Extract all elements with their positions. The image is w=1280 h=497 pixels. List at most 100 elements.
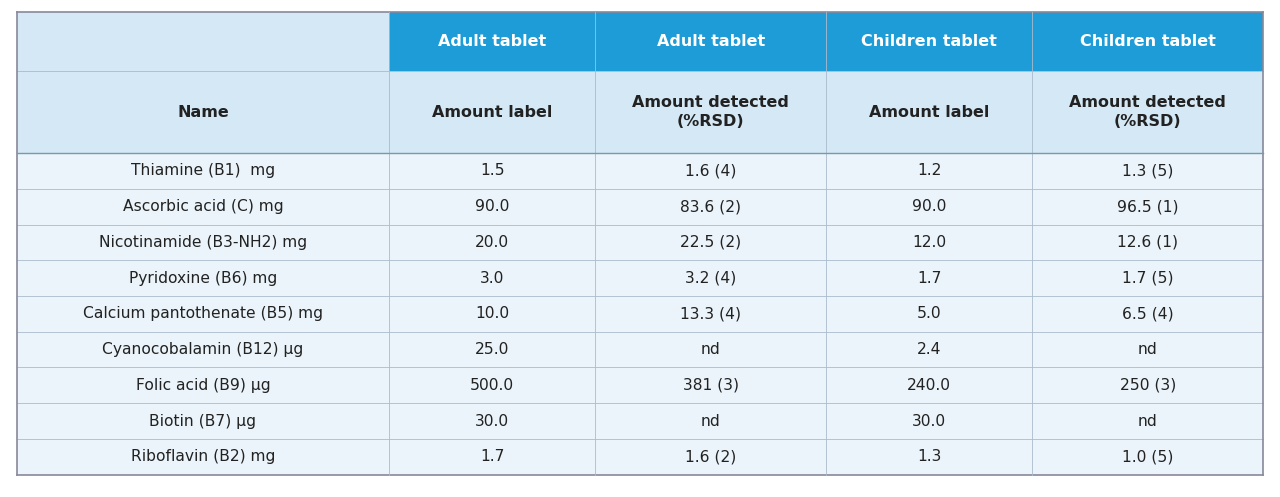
Text: 13.3 (4): 13.3 (4) xyxy=(680,306,741,322)
Text: Children tablet: Children tablet xyxy=(861,34,997,49)
Bar xyxy=(17,189,389,225)
Text: 1.5: 1.5 xyxy=(480,164,504,178)
Bar xyxy=(827,225,1032,260)
Text: nd: nd xyxy=(1138,342,1157,357)
Bar xyxy=(595,225,827,260)
Bar xyxy=(17,153,389,189)
Bar xyxy=(17,12,389,71)
Text: 30.0: 30.0 xyxy=(913,414,946,428)
Text: 240.0: 240.0 xyxy=(908,378,951,393)
Bar xyxy=(17,403,389,439)
Bar xyxy=(389,331,595,367)
Bar xyxy=(595,403,827,439)
Bar xyxy=(389,439,595,475)
Bar xyxy=(389,260,595,296)
Text: 1.7: 1.7 xyxy=(916,271,942,286)
Bar xyxy=(389,153,595,189)
Bar xyxy=(827,403,1032,439)
Bar xyxy=(1032,367,1263,403)
Text: Name: Name xyxy=(177,104,229,120)
Text: Children tablet: Children tablet xyxy=(1080,34,1216,49)
Text: Pyridoxine (B6) mg: Pyridoxine (B6) mg xyxy=(129,271,276,286)
Bar xyxy=(827,71,1032,153)
Text: 90.0: 90.0 xyxy=(913,199,946,214)
Bar xyxy=(1032,331,1263,367)
Text: Amount detected
(%RSD): Amount detected (%RSD) xyxy=(1069,95,1226,129)
Bar xyxy=(1032,403,1263,439)
Text: 12.6 (1): 12.6 (1) xyxy=(1117,235,1179,250)
Bar xyxy=(827,296,1032,331)
Text: 1.6 (4): 1.6 (4) xyxy=(685,164,736,178)
Bar xyxy=(389,367,595,403)
Bar xyxy=(827,260,1032,296)
Text: 6.5 (4): 6.5 (4) xyxy=(1123,306,1174,322)
Bar xyxy=(389,403,595,439)
Text: Calcium pantothenate (B5) mg: Calcium pantothenate (B5) mg xyxy=(83,306,323,322)
Bar xyxy=(827,153,1032,189)
Text: Riboflavin (B2) mg: Riboflavin (B2) mg xyxy=(131,449,275,464)
Text: 1.3: 1.3 xyxy=(916,449,942,464)
Text: 1.7 (5): 1.7 (5) xyxy=(1123,271,1174,286)
Bar xyxy=(595,439,827,475)
Text: 96.5 (1): 96.5 (1) xyxy=(1117,199,1179,214)
Bar xyxy=(389,12,595,71)
Bar xyxy=(17,296,389,331)
Text: Nicotinamide (B3-NH2) mg: Nicotinamide (B3-NH2) mg xyxy=(99,235,307,250)
Bar xyxy=(17,260,389,296)
Text: 1.7: 1.7 xyxy=(480,449,504,464)
Bar xyxy=(1032,12,1263,71)
Text: 12.0: 12.0 xyxy=(913,235,946,250)
Bar xyxy=(1032,225,1263,260)
Text: nd: nd xyxy=(1138,414,1157,428)
Text: nd: nd xyxy=(701,414,721,428)
Text: 83.6 (2): 83.6 (2) xyxy=(680,199,741,214)
Bar xyxy=(827,439,1032,475)
Bar xyxy=(17,439,389,475)
Text: 25.0: 25.0 xyxy=(475,342,509,357)
Text: 1.2: 1.2 xyxy=(916,164,942,178)
Bar xyxy=(389,189,595,225)
Bar xyxy=(1032,439,1263,475)
Text: Adult tablet: Adult tablet xyxy=(657,34,765,49)
Text: 5.0: 5.0 xyxy=(916,306,942,322)
Bar xyxy=(595,189,827,225)
Text: 20.0: 20.0 xyxy=(475,235,509,250)
Bar xyxy=(827,12,1032,71)
Text: nd: nd xyxy=(701,342,721,357)
Bar xyxy=(389,225,595,260)
Text: 1.0 (5): 1.0 (5) xyxy=(1123,449,1174,464)
Bar xyxy=(595,367,827,403)
Text: 10.0: 10.0 xyxy=(475,306,509,322)
Bar xyxy=(595,331,827,367)
Bar xyxy=(827,331,1032,367)
Text: 2.4: 2.4 xyxy=(916,342,942,357)
Text: 250 (3): 250 (3) xyxy=(1120,378,1176,393)
Bar xyxy=(17,331,389,367)
Bar xyxy=(827,367,1032,403)
Text: 3.0: 3.0 xyxy=(480,271,504,286)
Bar xyxy=(1032,153,1263,189)
Bar xyxy=(595,71,827,153)
Bar xyxy=(1032,189,1263,225)
Bar xyxy=(389,296,595,331)
Bar xyxy=(595,153,827,189)
Text: Biotin (B7) μg: Biotin (B7) μg xyxy=(150,414,256,428)
Text: Amount label: Amount label xyxy=(433,104,553,120)
Bar xyxy=(1032,71,1263,153)
Bar xyxy=(1032,296,1263,331)
Bar xyxy=(595,296,827,331)
Bar xyxy=(1032,260,1263,296)
Text: Adult tablet: Adult tablet xyxy=(438,34,547,49)
Text: 90.0: 90.0 xyxy=(475,199,509,214)
Text: Thiamine (B1)  mg: Thiamine (B1) mg xyxy=(131,164,275,178)
Text: Folic acid (B9) μg: Folic acid (B9) μg xyxy=(136,378,270,393)
Bar xyxy=(17,225,389,260)
Bar xyxy=(389,71,595,153)
Text: Amount label: Amount label xyxy=(869,104,989,120)
Text: 3.2 (4): 3.2 (4) xyxy=(685,271,736,286)
Text: Cyanocobalamin (B12) μg: Cyanocobalamin (B12) μg xyxy=(102,342,303,357)
Text: Ascorbic acid (C) mg: Ascorbic acid (C) mg xyxy=(123,199,283,214)
Bar xyxy=(827,189,1032,225)
Bar xyxy=(595,260,827,296)
Text: 22.5 (2): 22.5 (2) xyxy=(680,235,741,250)
